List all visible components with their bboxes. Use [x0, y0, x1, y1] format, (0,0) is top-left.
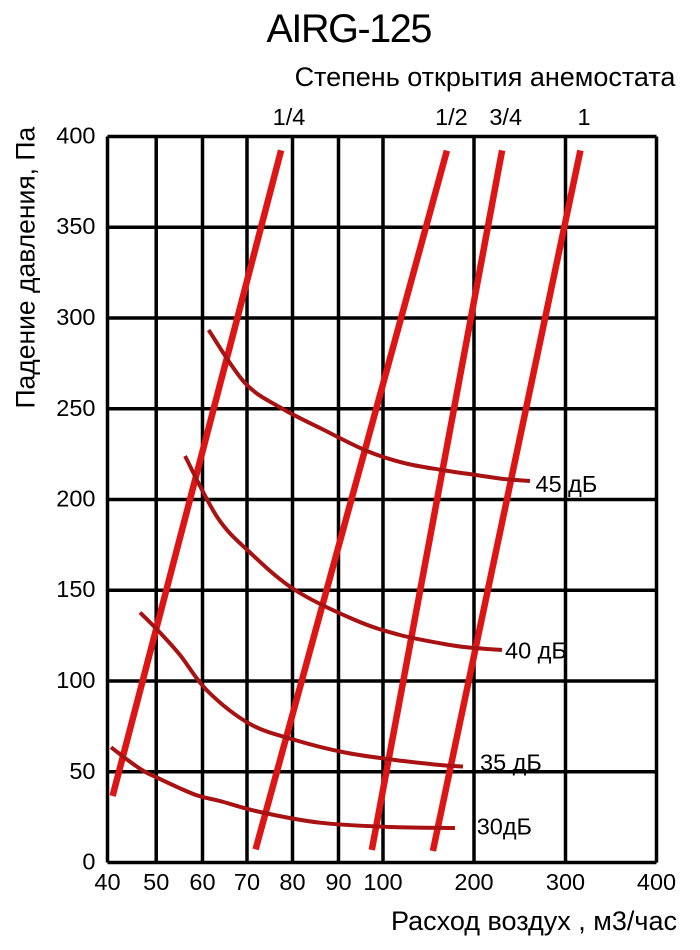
svg-text:50: 50	[143, 869, 169, 895]
svg-text:200: 200	[454, 869, 493, 895]
svg-text:350: 350	[56, 213, 95, 239]
svg-text:3/4: 3/4	[489, 104, 522, 130]
svg-text:30дБ: 30дБ	[477, 814, 532, 840]
svg-text:300: 300	[56, 304, 95, 330]
svg-text:0: 0	[82, 849, 95, 875]
svg-text:50: 50	[69, 758, 95, 784]
svg-text:60: 60	[189, 869, 215, 895]
svg-text:100: 100	[363, 869, 402, 895]
svg-text:250: 250	[56, 395, 95, 421]
svg-text:400: 400	[637, 869, 676, 895]
svg-text:1: 1	[577, 104, 590, 130]
svg-text:100: 100	[56, 667, 95, 693]
svg-text:90: 90	[325, 869, 351, 895]
svg-text:150: 150	[56, 576, 95, 602]
svg-text:400: 400	[56, 123, 95, 149]
svg-text:300: 300	[546, 869, 585, 895]
svg-text:70: 70	[234, 869, 260, 895]
svg-text:200: 200	[56, 486, 95, 512]
svg-text:Падение давления, Па: Падение давления, Па	[11, 127, 41, 409]
svg-text:AIRG-125: AIRG-125	[266, 7, 431, 51]
svg-text:35 дБ: 35 дБ	[480, 750, 542, 776]
svg-text:80: 80	[279, 869, 305, 895]
svg-text:1/2: 1/2	[435, 104, 468, 130]
svg-text:40: 40	[94, 869, 120, 895]
svg-text:1/4: 1/4	[273, 104, 306, 130]
svg-text:45 дБ: 45 дБ	[536, 471, 598, 497]
svg-text:Расход воздух , м3/час: Расход воздух , м3/час	[391, 906, 677, 936]
svg-text:40 дБ: 40 дБ	[505, 638, 567, 664]
svg-text:Степень открытия анемостата: Степень открытия анемостата	[295, 62, 677, 92]
